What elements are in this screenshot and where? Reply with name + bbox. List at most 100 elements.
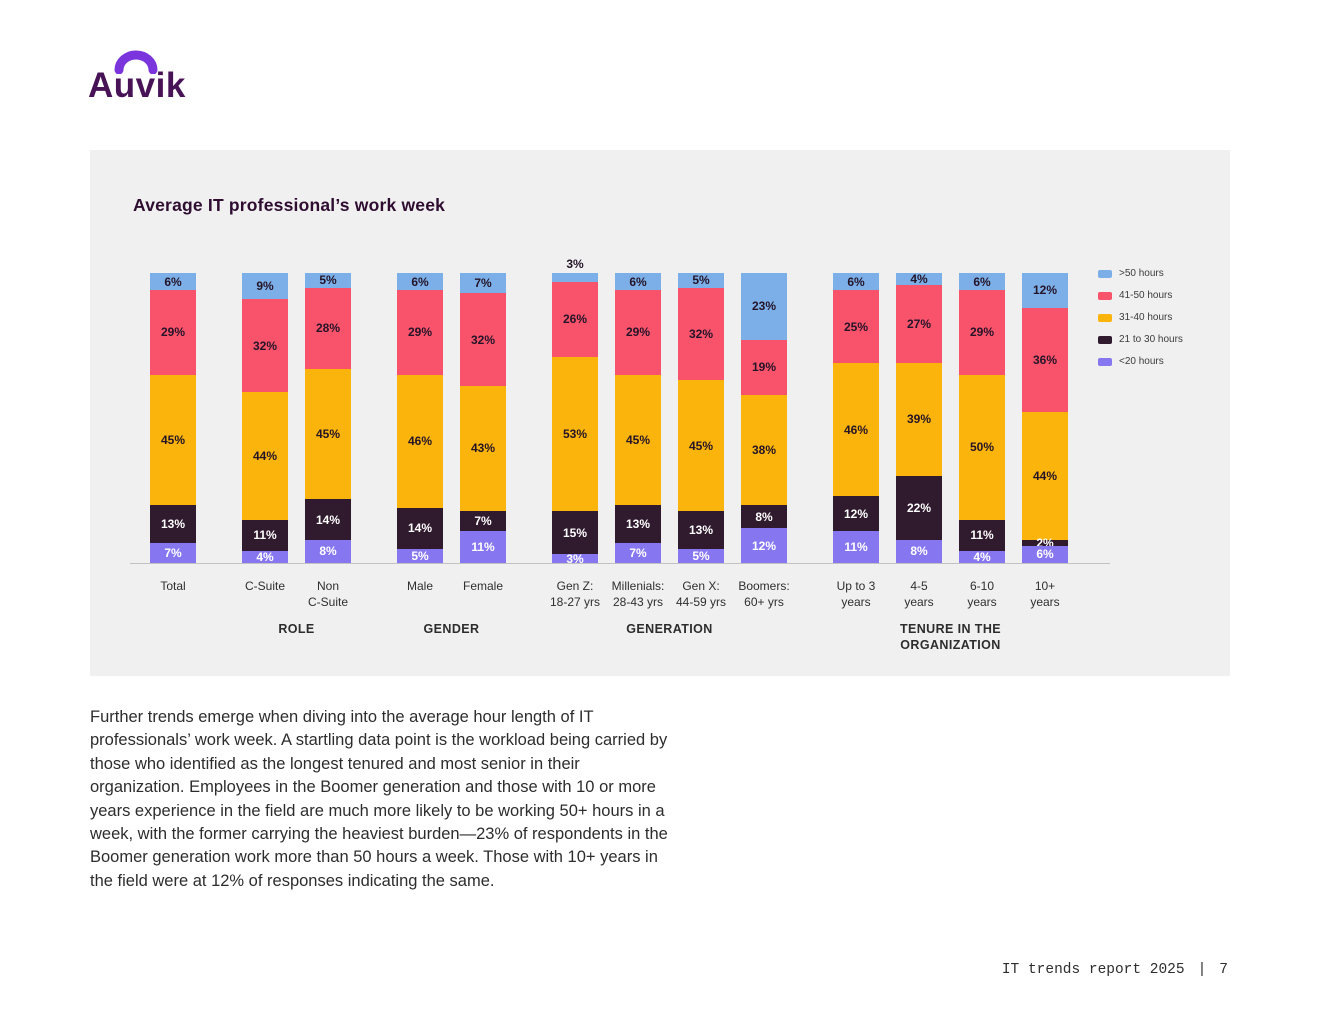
- segment-value-label: 39%: [906, 412, 932, 427]
- segment-value-label: 5%: [692, 548, 710, 563]
- bar-stack: 6% 29% 45% 13% 7%: [150, 273, 196, 563]
- bar-stack: 6% 25% 46% 12% 11%: [833, 273, 879, 563]
- segment-value-label: 44%: [1032, 469, 1058, 484]
- segment-value-label: 13%: [160, 516, 186, 531]
- bar-column: 6% 29% 46% 14% 5% Male: [397, 273, 443, 593]
- segment-41to50: 25%: [833, 290, 879, 363]
- category-label: Gen X: 44-59 yrs: [675, 579, 727, 610]
- segment-gt50: 4%: [896, 273, 942, 285]
- segment-value-label: 32%: [688, 326, 714, 341]
- category-label: Boomers: 60+ yrs: [738, 579, 790, 610]
- segment-41to50: 32%: [460, 293, 506, 387]
- segment-value-label: 3%: [566, 257, 584, 272]
- segment-value-label: 7%: [474, 513, 492, 528]
- segment-21to30: 13%: [150, 505, 196, 543]
- bar-stack: 5% 32% 45% 13% 5%: [678, 273, 724, 563]
- segment-value-label: 32%: [252, 338, 278, 353]
- segment-value-label: 53%: [562, 426, 588, 441]
- segment-41to50: 26%: [552, 281, 598, 358]
- segment-value-label: 45%: [625, 432, 651, 447]
- legend-label: 31-40 hours: [1119, 312, 1173, 323]
- x-axis-line: [130, 563, 1110, 564]
- category-label: Male: [406, 579, 433, 594]
- segment-value-label: 14%: [315, 512, 341, 527]
- auvik-logo: Auvik: [88, 50, 186, 103]
- segment-21to30: 14%: [397, 507, 443, 549]
- segment-lt20: 5%: [397, 548, 443, 563]
- segment-31to40: 44%: [242, 391, 288, 520]
- segment-value-label: 8%: [319, 544, 337, 559]
- bar-column: 4% 27% 39% 22% 8% 4-5 years: [896, 273, 942, 609]
- segment-21to30: 11%: [242, 519, 288, 552]
- legend-item-21to30: 21 to 30 hours: [1098, 334, 1183, 345]
- bar-column: 6% 29% 50% 11% 4% 6-10 years: [959, 273, 1005, 609]
- segment-31to40: 39%: [896, 362, 942, 477]
- segment-value-label: 14%: [407, 521, 433, 536]
- segment-21to30: 12%: [833, 496, 879, 532]
- legend-label: 41-50 hours: [1119, 290, 1173, 301]
- segment-21to30: 13%: [615, 505, 661, 543]
- segment-lt20: 7%: [615, 542, 661, 563]
- segment-31to40: 45%: [305, 368, 351, 500]
- segment-value-label: 12%: [843, 506, 869, 521]
- segment-value-label: 4%: [973, 550, 991, 565]
- segment-41to50: 28%: [305, 287, 351, 369]
- segment-value-label: 6%: [973, 274, 991, 289]
- segment-value-label: 11%: [844, 540, 868, 555]
- segment-gt50: 6%: [615, 273, 661, 291]
- segment-21to30: 15%: [552, 510, 598, 555]
- segment-41to50: 36%: [1022, 307, 1068, 413]
- bar-group: 9% 32% 44% 11% 4% C-Suite 5% 28% 45% 14% 8% Non C-S…: [242, 273, 351, 636]
- segment-41to50: 32%: [242, 299, 288, 392]
- bar-stack: 5% 28% 45% 14% 8%: [305, 273, 351, 563]
- segment-lt20: 11%: [833, 531, 879, 563]
- segment-value-label: 6%: [629, 274, 647, 289]
- footer-page-number: 7: [1219, 962, 1228, 978]
- body-paragraph: Further trends emerge when diving into t…: [90, 708, 668, 890]
- segment-value-label: 26%: [562, 312, 588, 327]
- segment-gt50: 12%: [1022, 273, 1068, 308]
- legend-swatch-gt50: [1098, 269, 1112, 278]
- segment-21to30: 8%: [741, 505, 787, 529]
- segment-21to30: 14%: [305, 499, 351, 540]
- legend-swatch-31to40: [1098, 313, 1112, 322]
- segment-value-label: 6%: [411, 274, 429, 289]
- segment-value-label: 50%: [969, 440, 995, 455]
- bar-group: 6% 29% 45% 13% 7% Total: [150, 273, 196, 593]
- segment-value-label: 46%: [407, 434, 433, 449]
- segment-value-label: 44%: [252, 448, 278, 463]
- legend-swatch-21to30: [1098, 335, 1112, 344]
- auvik-arc-icon: [114, 50, 158, 74]
- segment-31to40: 45%: [615, 374, 661, 506]
- group-label: GENDER: [423, 622, 480, 637]
- segment-41to50: 29%: [959, 290, 1005, 375]
- segment-gt50: 5%: [305, 273, 351, 288]
- bar-column: 5% 28% 45% 14% 8% Non C-Suite: [305, 273, 351, 609]
- segment-value-label: 6%: [164, 274, 182, 289]
- group-label: GENERATION: [626, 622, 713, 637]
- legend-swatch-41to50: [1098, 291, 1112, 300]
- segment-31to40: 45%: [678, 380, 724, 511]
- bar-stack: 23% 19% 38% 8% 12%: [741, 273, 787, 563]
- bar-column: 5% 32% 45% 13% 5% Gen X: 44-59 yrs: [676, 273, 726, 609]
- footer-report-title: IT trends report 2025: [1001, 962, 1185, 978]
- segment-21to30: 11%: [959, 519, 1005, 552]
- bar-stack: 6% 29% 46% 14% 5%: [397, 273, 443, 563]
- category-label: Gen Z: 18-27 yrs: [549, 579, 601, 610]
- segment-lt20: 4%: [959, 551, 1005, 563]
- segment-value-label: 3%: [566, 551, 584, 566]
- segment-value-label: 38%: [751, 442, 777, 457]
- bar-column: 9% 32% 44% 11% 4% C-Suite: [242, 273, 288, 593]
- segment-value-label: 6%: [847, 274, 865, 289]
- bar-stack: 6% 29% 45% 13% 7%: [615, 273, 661, 563]
- segment-gt50: 6%: [397, 273, 443, 291]
- segment-lt20: 3%: [552, 551, 598, 566]
- segment-21to30: 7%: [460, 510, 506, 532]
- legend-label: >50 hours: [1119, 268, 1164, 279]
- segment-value-label: 29%: [969, 325, 995, 340]
- category-label: 4-5 years: [904, 579, 934, 610]
- segment-gt50: 5%: [678, 273, 724, 288]
- segment-31to40: 45%: [150, 374, 196, 506]
- segment-gt50: 6%: [833, 273, 879, 291]
- bar-column: 6% 29% 45% 13% 7% Millenials: 28-43 yrs: [612, 273, 664, 609]
